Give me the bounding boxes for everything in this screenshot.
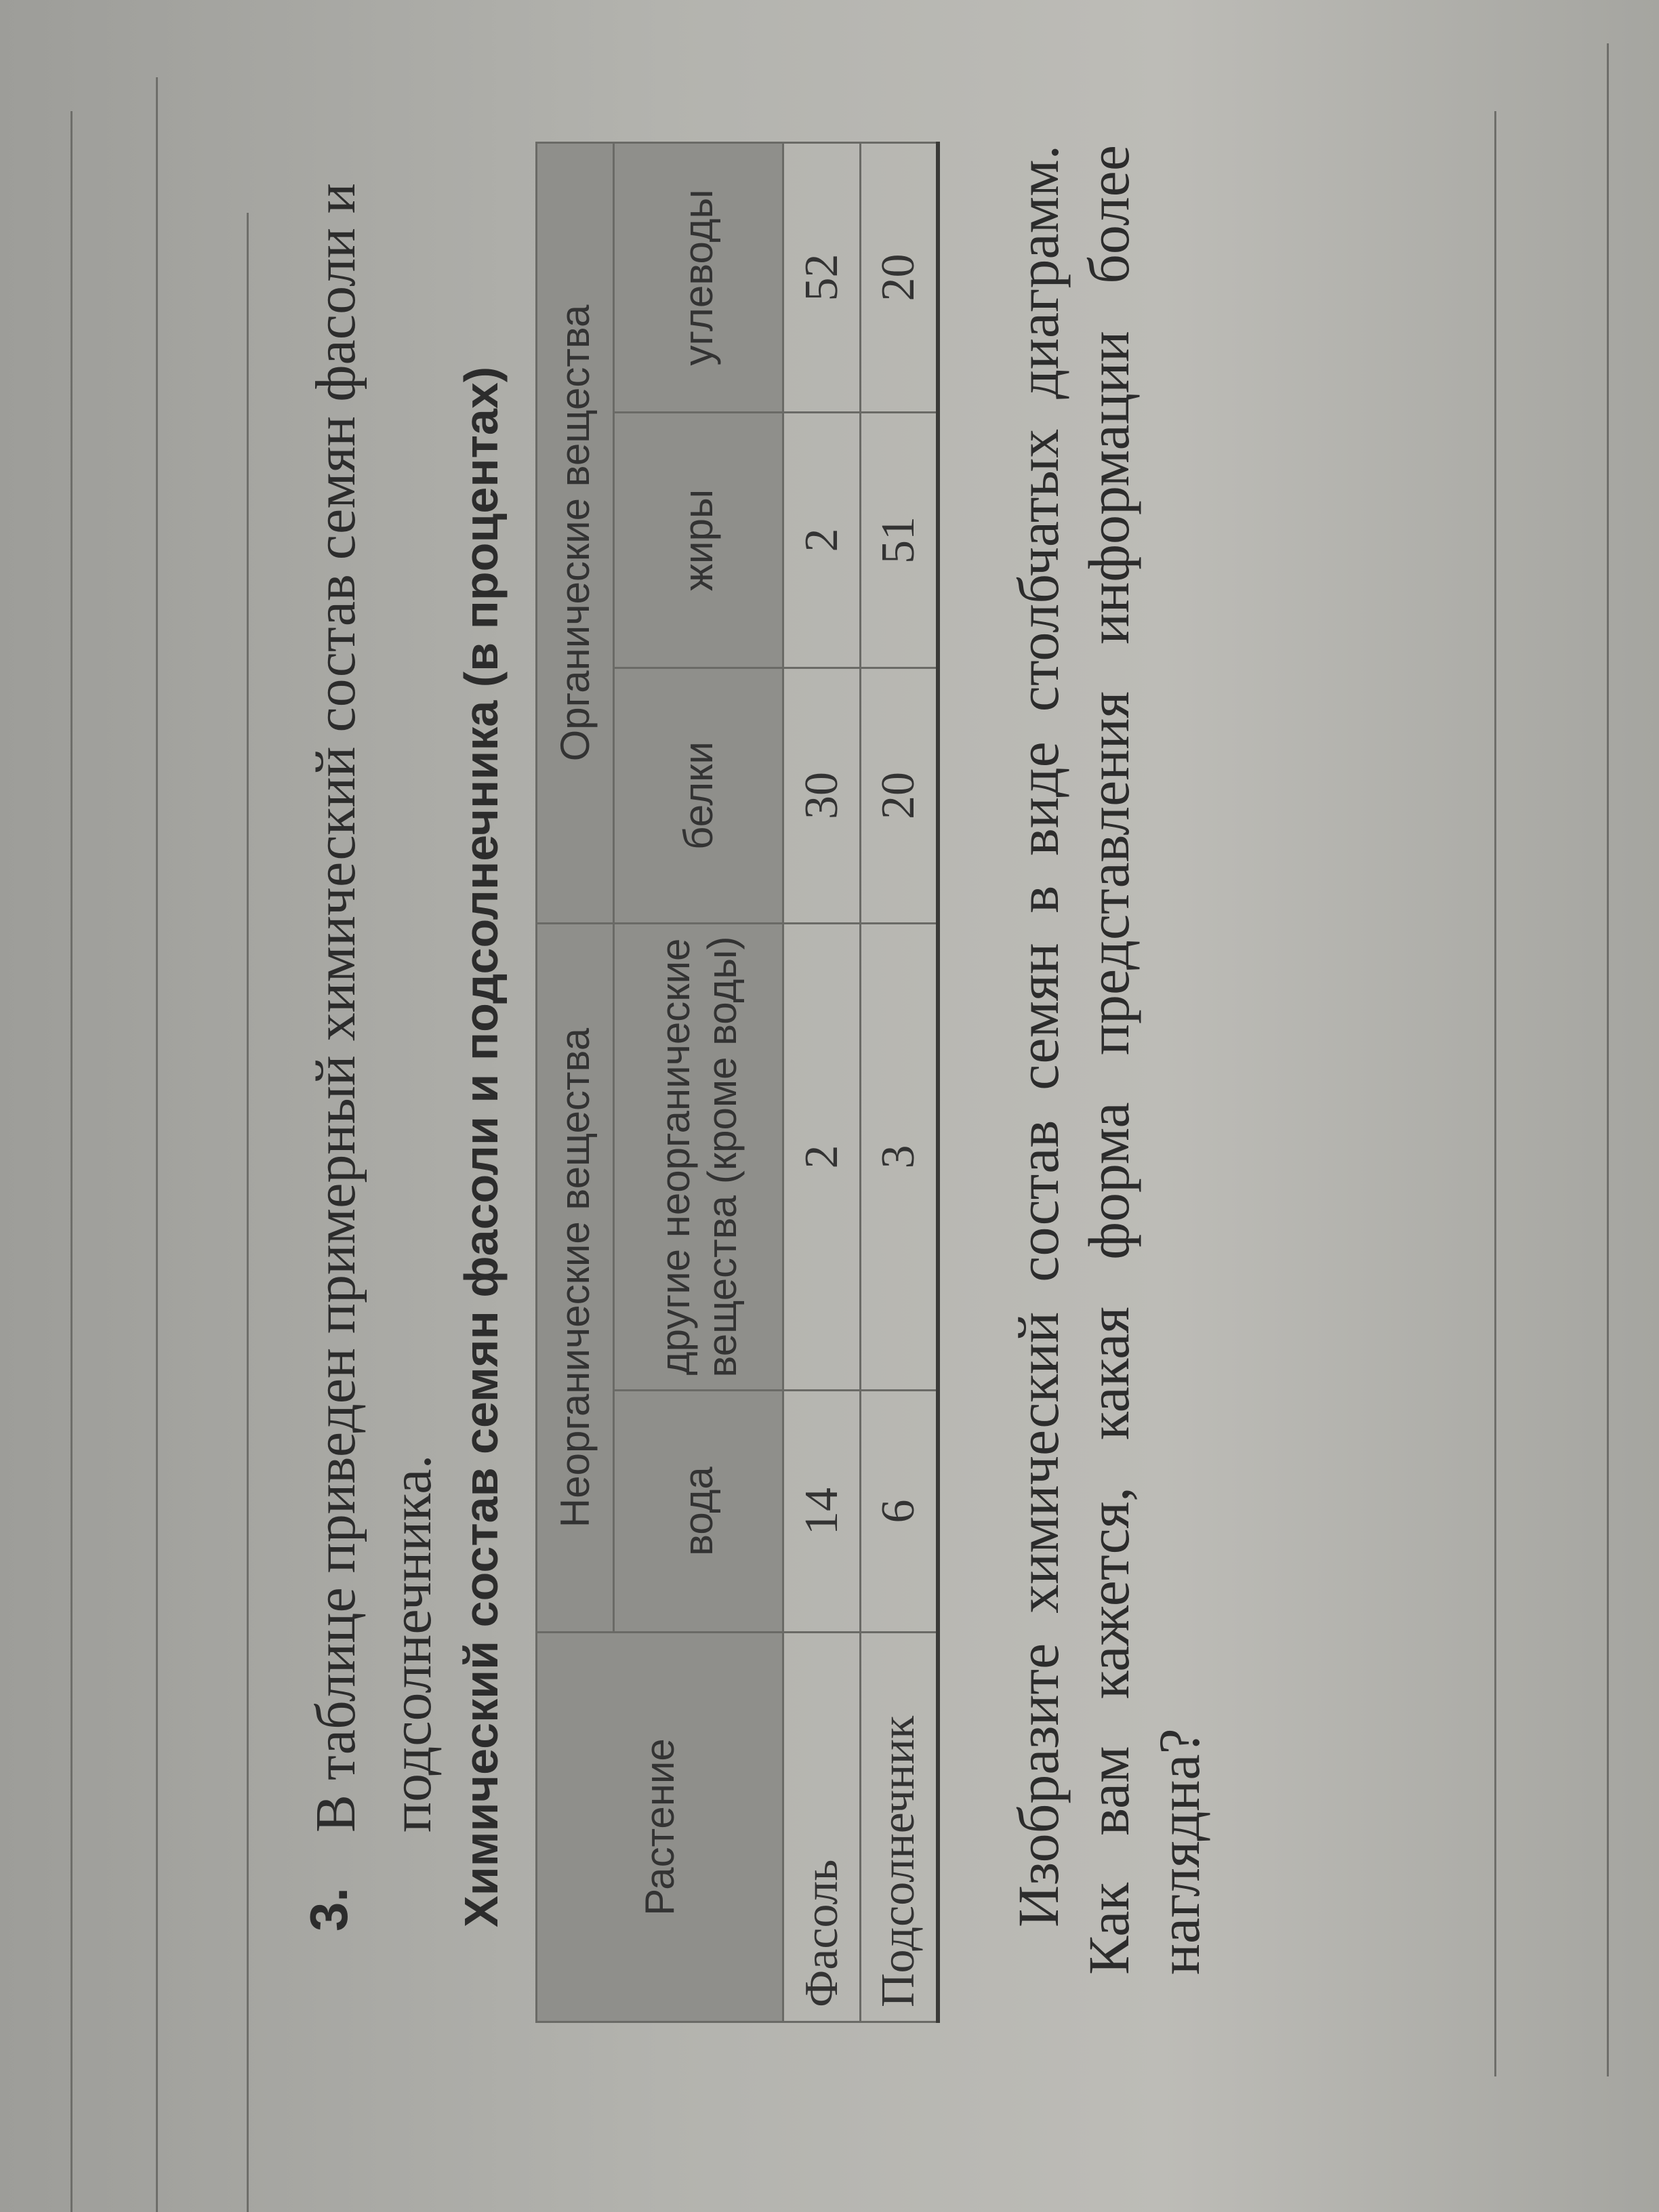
cell-water: 6 [860,1390,938,1633]
cell-carbs: 20 [860,142,938,413]
cell-plant: Фасоль [783,1632,861,2022]
cell-plant: Подсолнечник [860,1632,938,2022]
answer-line [70,111,73,2212]
answer-line [1607,43,1609,2076]
cell-other: 3 [860,923,938,1391]
header-inorganic: Неорганические вещества [536,923,614,1633]
cell-carbs: 52 [783,142,861,413]
answer-line [247,213,249,2212]
task-number: 3. [299,1887,359,1931]
cell-other: 2 [783,923,861,1391]
header-fats: жиры [613,412,783,668]
cell-fats: 51 [860,412,938,668]
header-organic: Органические вещества [536,142,614,924]
table-row: Фасоль 14 2 30 2 52 [783,142,861,2022]
header-other-inorganic: другие неорганические вещества (кроме во… [613,923,783,1391]
table-row: Подсолнечник 6 3 20 51 20 [860,142,938,2022]
table-title: Химический состав семян фасоли и подсолн… [455,366,508,1927]
answer-line [156,77,158,2212]
cell-fats: 2 [783,412,861,668]
cell-proteins: 20 [860,668,938,924]
header-proteins: белки [613,668,783,924]
composition-table: Растение Неорганические вещества Органич… [535,142,940,2023]
task-intro: В таблице приведен примерный химический … [304,183,443,1832]
header-carbs: углеводы [613,142,783,413]
answer-line [1494,111,1496,2076]
cell-proteins: 30 [783,668,861,924]
header-plant: Растение [536,1632,783,2022]
header-water: вода [613,1390,783,1633]
task-question: Изобразите химический состав семян в вид… [1006,145,1212,1975]
cell-water: 14 [783,1390,861,1633]
